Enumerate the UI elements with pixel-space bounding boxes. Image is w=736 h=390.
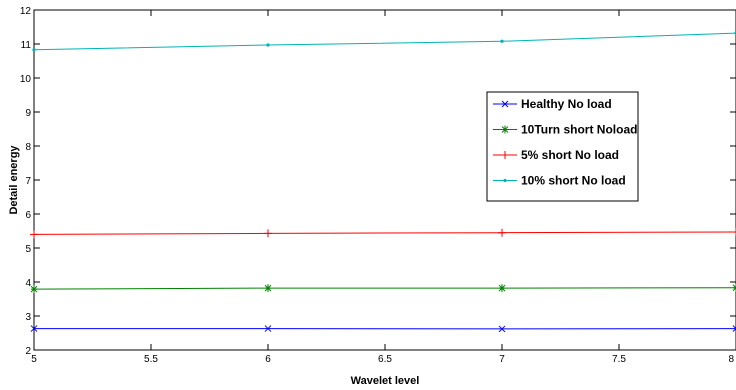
series [32, 31, 736, 52]
data-point [266, 43, 270, 47]
data-point [264, 284, 272, 293]
y-tick-label: 7 [25, 176, 31, 187]
legend-entry: 10Turn short Noload [493, 123, 637, 137]
data-point [732, 325, 736, 332]
data-point [732, 283, 736, 292]
y-tick-label: 9 [25, 108, 31, 119]
x-tick-label: 5.5 [144, 354, 158, 365]
x-tick-label: 5 [31, 354, 37, 365]
series [30, 228, 736, 239]
legend: Healthy No load 10Turn short Noload 5% sho… [486, 91, 639, 202]
data-point [32, 48, 36, 52]
data-point [264, 325, 272, 332]
data-point [498, 325, 506, 333]
data-point [500, 39, 504, 43]
series [30, 283, 736, 294]
legend-box [486, 91, 639, 202]
x-tick-label: 7 [499, 354, 505, 365]
x-axis-label: Wavelet level [351, 375, 420, 387]
data-point [30, 230, 38, 239]
y-tick-label: 3 [25, 312, 31, 323]
data-point [501, 100, 509, 108]
legend-entry: 10% short No load [493, 174, 626, 188]
y-tick-label: 8 [25, 142, 31, 153]
y-tick-label: 2 [25, 346, 31, 357]
data-point [264, 229, 272, 238]
data-point [30, 285, 38, 294]
y-tick-label: 5 [25, 244, 31, 255]
y-tick-label: 11 [21, 40, 32, 51]
legend-entry: 5% short No load [493, 148, 619, 162]
x-tick-label: 7.5 [612, 354, 626, 365]
x-tick-label: 6 [265, 354, 271, 365]
data-point [501, 151, 509, 159]
y-axis-label: Detail energy [8, 145, 20, 215]
x-tick-label: 8 [728, 354, 734, 365]
series-line [33, 287, 736, 290]
legend-entry: Healthy No load [493, 97, 612, 111]
y-tick-label: 12 [20, 6, 32, 17]
data-point [503, 178, 507, 183]
legend-label: 10% short No load [521, 174, 626, 188]
data-point [30, 325, 38, 332]
y-tick-label: 4 [25, 278, 31, 289]
legend-label: 10Turn short Noload [521, 123, 637, 137]
data-point [498, 284, 506, 293]
x-tick-label: 6.5 [378, 354, 392, 365]
series [30, 325, 736, 333]
data-point [498, 228, 506, 237]
legend-label: Healthy No load [521, 97, 612, 111]
series-line [33, 32, 736, 51]
series-line [33, 231, 736, 235]
series-layer [30, 31, 736, 333]
axis-ticks: 5 5.5 6 6.5 7 7.5 8 2 3 4 5 6 7 8 9 10 11 12 [20, 6, 736, 365]
y-tick-label: 10 [20, 74, 32, 85]
data-point [732, 228, 736, 237]
y-tick-label: 6 [25, 210, 31, 221]
legend-label: 5% short No load [521, 148, 619, 162]
data-point [501, 125, 509, 134]
